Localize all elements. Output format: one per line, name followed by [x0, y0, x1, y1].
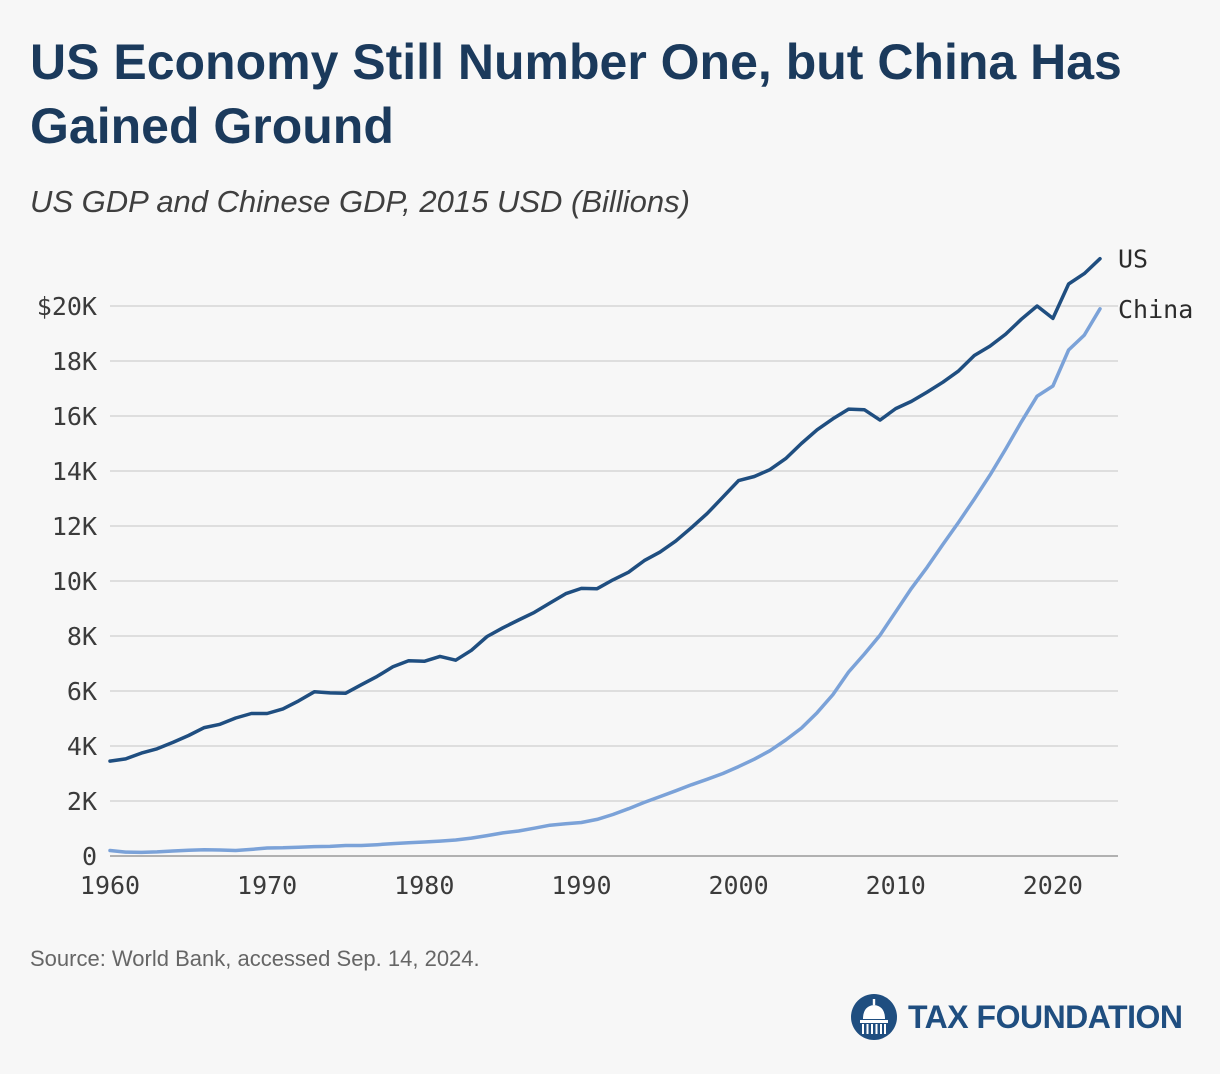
series-labels: US China [1118, 245, 1193, 324]
y-tick-label: 0 [82, 842, 97, 871]
logo-text: TAX FOUNDATION [908, 998, 1183, 1035]
y-axis-ticks: 0 2K 4K 6K 8K 10K 12K 14K 16K 18K $20K [37, 292, 97, 871]
series-label-us: US [1118, 245, 1148, 274]
source-note: Source: World Bank, accessed Sep. 14, 20… [30, 946, 480, 971]
chart-title: US Economy Still Number One, but China H… [30, 34, 1122, 154]
series-lines [108, 256, 1102, 855]
x-axis-ticks: 1960 1970 1980 1990 2000 2010 2020 [80, 871, 1083, 900]
tax-foundation-logo: TAX FOUNDATION [850, 993, 1183, 1041]
series-line-us [108, 256, 1102, 763]
y-tick-label: $20K [37, 292, 97, 321]
series-line-china [108, 307, 1102, 855]
chart-subtitle: US GDP and Chinese GDP, 2015 USD (Billio… [30, 184, 690, 219]
x-tick-label: 2020 [1023, 871, 1083, 900]
x-tick-label: 1990 [551, 871, 611, 900]
x-tick-label: 1970 [237, 871, 297, 900]
y-tick-label: 2K [67, 787, 97, 816]
x-tick-label: 1980 [394, 871, 454, 900]
y-tick-label: 6K [67, 677, 97, 706]
capitol-dome-icon [851, 994, 897, 1040]
y-tick-label: 18K [52, 347, 97, 376]
y-tick-label: 14K [52, 457, 97, 486]
gridlines [110, 305, 1118, 857]
y-tick-label: 10K [52, 567, 97, 596]
series-label-china: China [1118, 295, 1193, 324]
y-tick-label: 16K [52, 402, 97, 431]
y-tick-label: 4K [67, 732, 97, 761]
x-tick-label: 1960 [80, 871, 140, 900]
y-tick-label: 12K [52, 512, 97, 541]
y-tick-label: 8K [67, 622, 97, 651]
x-tick-label: 2000 [708, 871, 768, 900]
x-tick-label: 2010 [866, 871, 926, 900]
